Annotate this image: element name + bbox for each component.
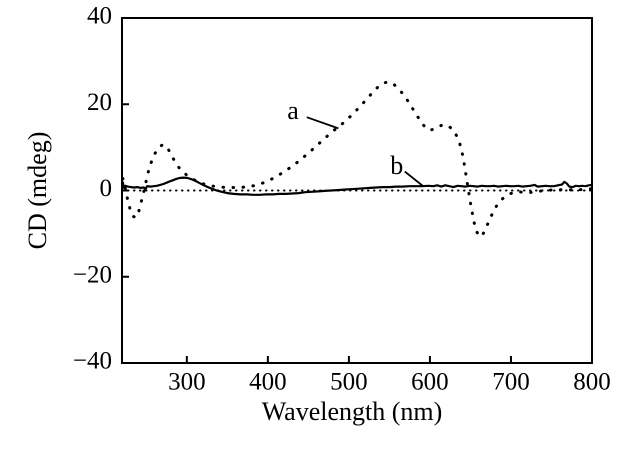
x-axis-tick-label: 500 — [330, 369, 368, 396]
x-axis-title: Wavelength (nm) — [262, 397, 443, 426]
x-axis-tick-label: 400 — [249, 369, 287, 396]
annotation-label-a: a — [287, 96, 299, 125]
y-axis-tick-label: 20 — [87, 89, 112, 116]
x-axis-tick-label: 300 — [168, 369, 206, 396]
x-axis-tick-label: 700 — [492, 369, 530, 396]
x-axis-tick-label: 800 — [573, 369, 611, 396]
y-axis-tick-label: −20 — [73, 261, 112, 288]
curve-a — [121, 80, 594, 239]
curve-b — [121, 176, 594, 196]
y-axis-tick-label: −40 — [73, 348, 112, 375]
y-axis-tick-label: 40 — [87, 3, 112, 30]
annotation-leader-a — [306, 116, 339, 130]
annotation-label-b: b — [390, 151, 403, 180]
y-axis-tick-label: 0 — [100, 175, 113, 202]
annotation-leader-b — [404, 170, 424, 187]
x-axis-tick-label: 600 — [411, 369, 449, 396]
y-axis-title: CD (mdeg) — [23, 132, 52, 250]
